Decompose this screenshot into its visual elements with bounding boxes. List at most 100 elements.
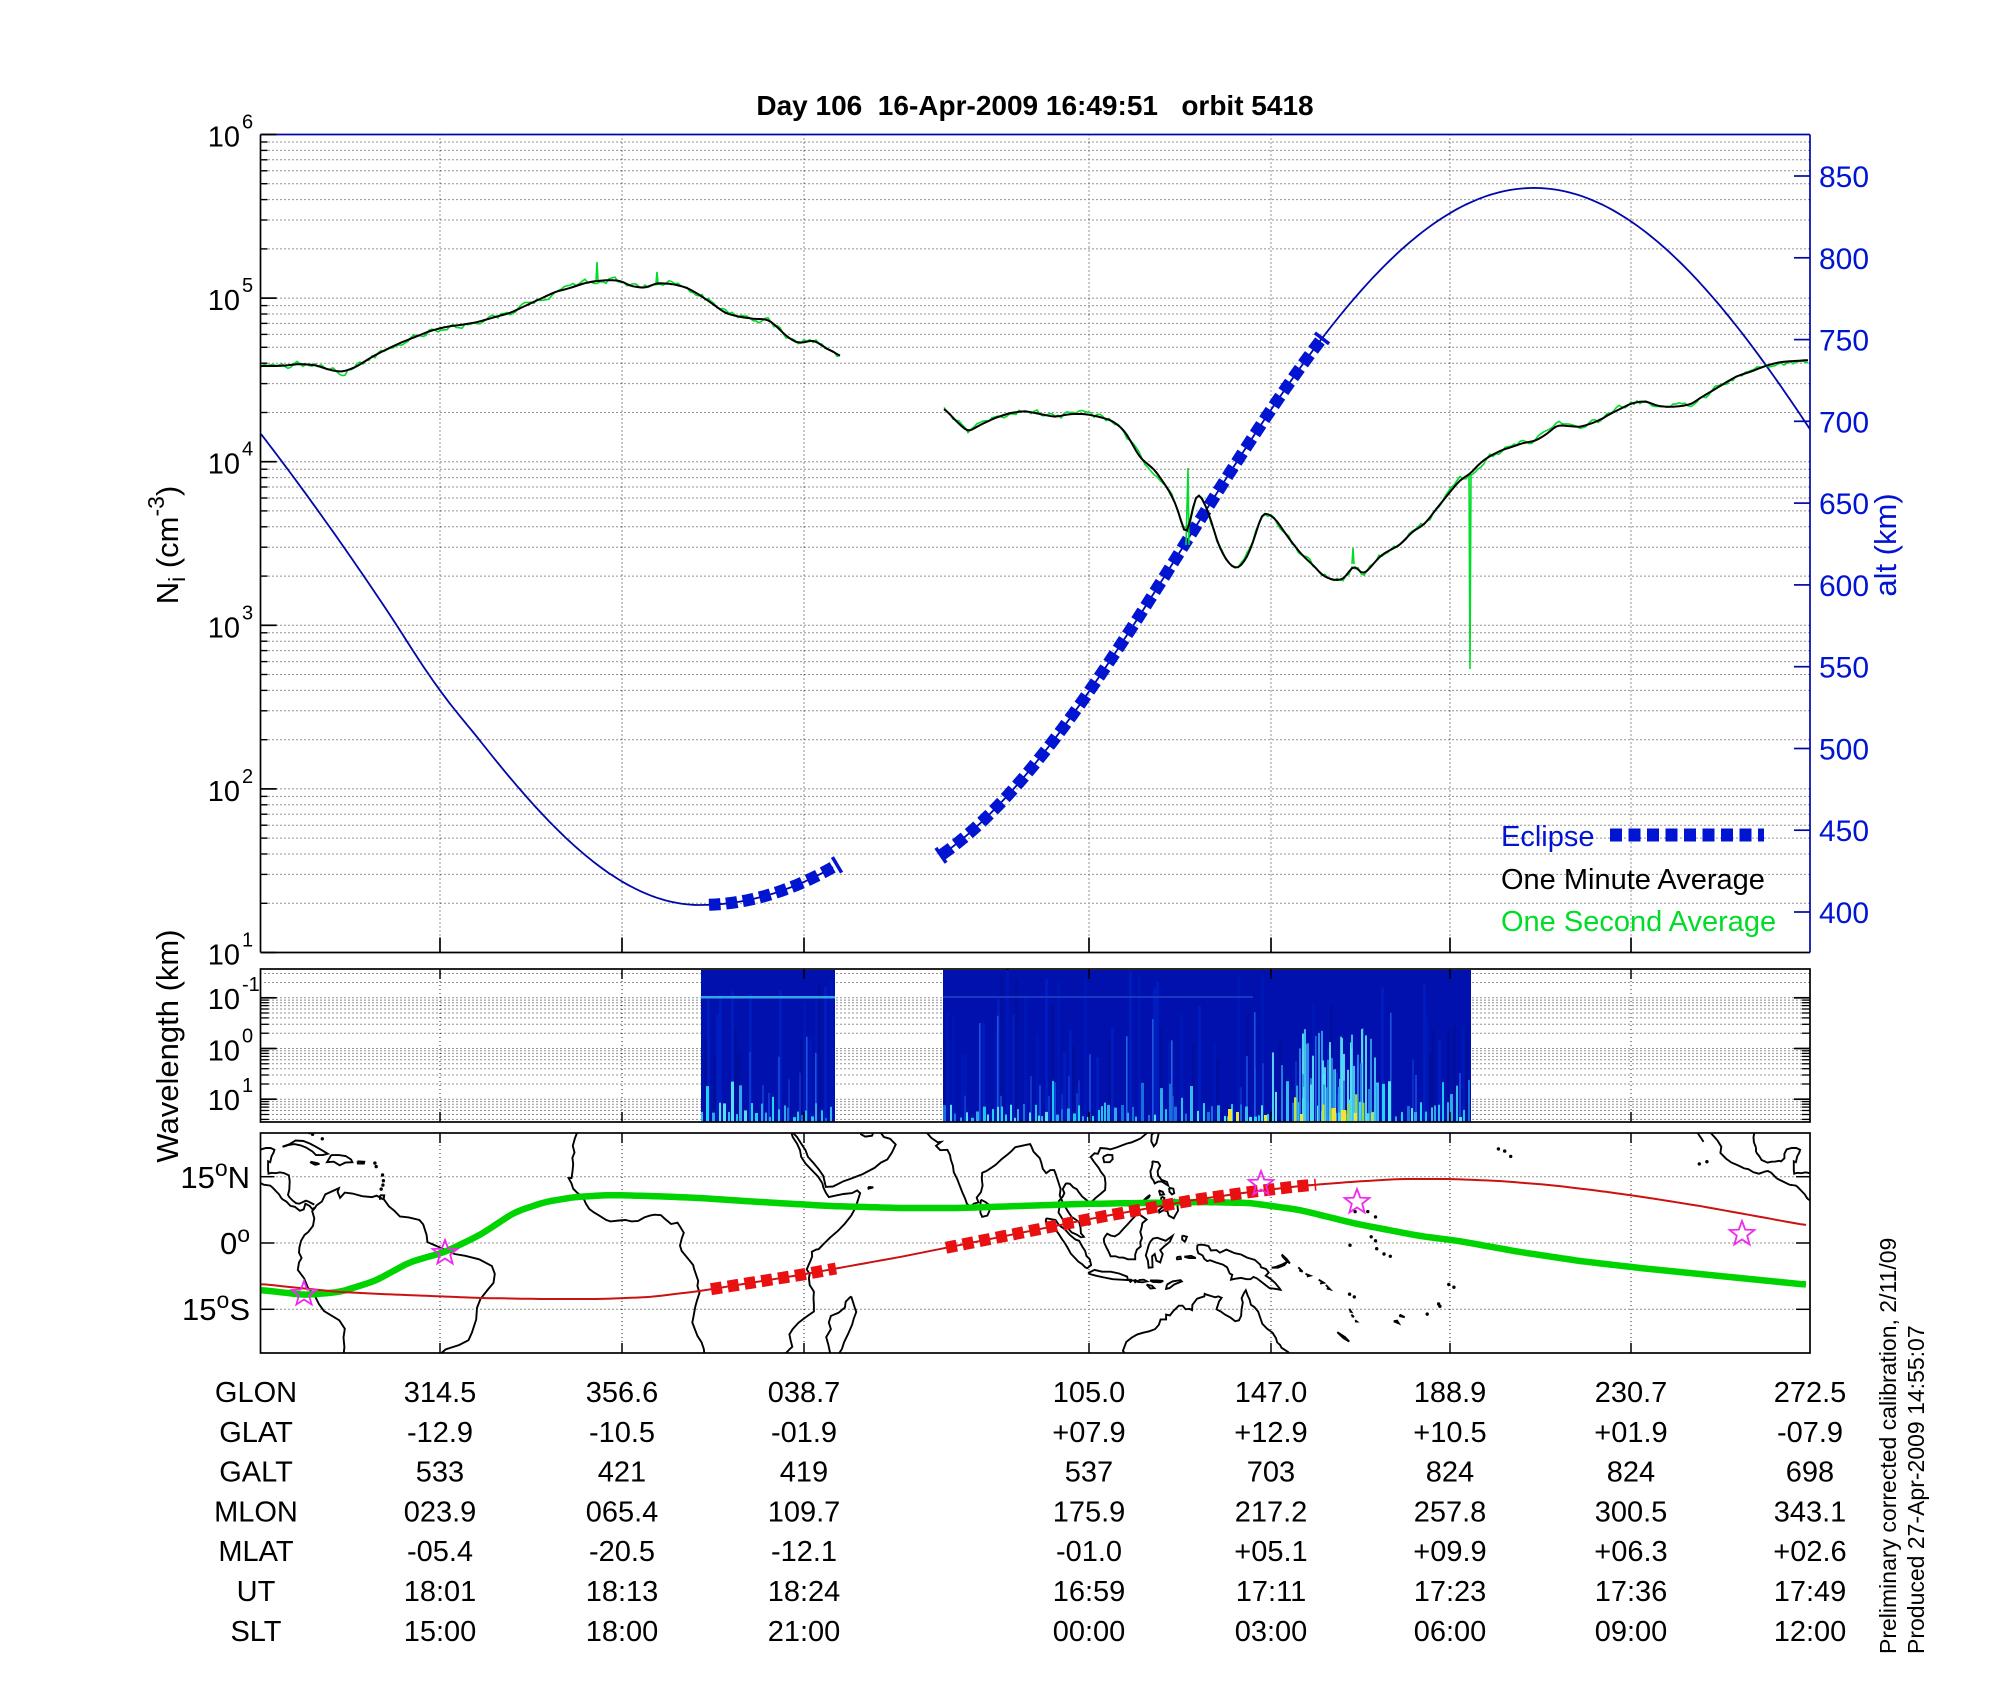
svg-text:188.9: 188.9 [1414, 1377, 1487, 1409]
svg-text:-01.9: -01.9 [771, 1417, 837, 1449]
svg-text:824: 824 [1426, 1457, 1474, 1489]
svg-text:038.7: 038.7 [768, 1377, 841, 1409]
svg-text:5: 5 [242, 275, 253, 297]
svg-text:SLT: SLT [230, 1616, 281, 1648]
svg-text:UT: UT [237, 1576, 276, 1608]
svg-text:+05.1: +05.1 [1234, 1536, 1307, 1568]
svg-text:15:00: 15:00 [404, 1616, 477, 1648]
svg-text:+06.3: +06.3 [1594, 1536, 1667, 1568]
svg-text:Preliminary corrected calibrat: Preliminary corrected calibration, 2/11/… [1875, 1238, 1901, 1654]
svg-text:10: 10 [208, 776, 240, 808]
svg-text:105.0: 105.0 [1053, 1377, 1126, 1409]
svg-text:03:00: 03:00 [1235, 1616, 1308, 1648]
svg-text:800: 800 [1819, 243, 1869, 276]
svg-text:17:36: 17:36 [1595, 1576, 1668, 1608]
svg-text:023.9: 023.9 [404, 1496, 477, 1528]
svg-text:alt (km): alt (km) [1868, 493, 1903, 596]
svg-text:Wavelength (km): Wavelength (km) [150, 929, 185, 1162]
svg-text:2: 2 [242, 766, 253, 788]
svg-text:450: 450 [1819, 815, 1869, 848]
svg-text:18:00: 18:00 [586, 1616, 659, 1648]
svg-text:-05.4: -05.4 [407, 1536, 473, 1568]
svg-text:GLAT: GLAT [219, 1417, 293, 1449]
svg-text:10: 10 [208, 940, 240, 972]
svg-text:Ni (cm-3): Ni (cm-3) [143, 486, 190, 605]
svg-text:065.4: 065.4 [586, 1496, 659, 1528]
svg-text:06:00: 06:00 [1414, 1616, 1487, 1648]
svg-text:+02.6: +02.6 [1773, 1536, 1846, 1568]
svg-text:One Minute Average: One Minute Average [1501, 864, 1765, 896]
svg-text:10: 10 [208, 122, 240, 154]
svg-text:-07.9: -07.9 [1777, 1417, 1843, 1449]
svg-text:147.0: 147.0 [1235, 1377, 1308, 1409]
svg-text:314.5: 314.5 [404, 1377, 477, 1409]
svg-text:419: 419 [780, 1457, 828, 1489]
svg-text:600: 600 [1819, 570, 1869, 603]
svg-text:300.5: 300.5 [1595, 1496, 1668, 1528]
svg-text:MLAT: MLAT [218, 1536, 293, 1568]
svg-text:MLON: MLON [214, 1496, 298, 1528]
svg-text:+09.9: +09.9 [1413, 1536, 1486, 1568]
svg-text:1: 1 [242, 930, 253, 952]
svg-text:700: 700 [1819, 406, 1869, 439]
svg-text:750: 750 [1819, 325, 1869, 358]
svg-text:272.5: 272.5 [1774, 1377, 1847, 1409]
svg-text:400: 400 [1819, 897, 1869, 930]
svg-text:3: 3 [242, 602, 253, 624]
svg-text:217.2: 217.2 [1235, 1496, 1308, 1528]
svg-text:21:00: 21:00 [768, 1616, 841, 1648]
svg-text:Produced 27-Apr-2009 14:55:07: Produced 27-Apr-2009 14:55:07 [1903, 1325, 1929, 1654]
svg-text:GALT: GALT [219, 1457, 293, 1489]
svg-text:-12.9: -12.9 [407, 1417, 473, 1449]
svg-text:-20.5: -20.5 [589, 1536, 655, 1568]
svg-text:+07.9: +07.9 [1052, 1417, 1125, 1449]
svg-text:-12.1: -12.1 [771, 1536, 837, 1568]
svg-text:18:24: 18:24 [768, 1576, 841, 1608]
svg-text:10: 10 [208, 984, 240, 1016]
svg-text:17:23: 17:23 [1414, 1576, 1487, 1608]
svg-text:703: 703 [1247, 1457, 1295, 1489]
svg-text:17:49: 17:49 [1774, 1576, 1847, 1608]
svg-text:Day 106 16-Apr-2009 16:49:51: Day 106 16-Apr-2009 16:49:51 orbit 5418 [756, 90, 1313, 121]
svg-text:500: 500 [1819, 734, 1869, 767]
svg-text:10: 10 [208, 1085, 240, 1117]
svg-text:+10.5: +10.5 [1413, 1417, 1486, 1449]
svg-text:+01.9: +01.9 [1594, 1417, 1667, 1449]
svg-text:16:59: 16:59 [1053, 1576, 1126, 1608]
svg-text:824: 824 [1607, 1457, 1655, 1489]
svg-text:850: 850 [1819, 161, 1869, 194]
svg-text:533: 533 [416, 1457, 464, 1489]
svg-text:0: 0 [242, 1026, 253, 1048]
svg-text:537: 537 [1065, 1457, 1113, 1489]
svg-text:12:00: 12:00 [1774, 1616, 1847, 1648]
svg-text:10: 10 [208, 612, 240, 644]
svg-text:GLON: GLON [215, 1377, 297, 1409]
svg-text:-01.0: -01.0 [1056, 1536, 1122, 1568]
svg-text:10: 10 [208, 449, 240, 481]
svg-text:10: 10 [208, 1036, 240, 1068]
svg-text:650: 650 [1819, 488, 1869, 521]
svg-text:18:13: 18:13 [586, 1576, 659, 1608]
svg-text:00:00: 00:00 [1053, 1616, 1126, 1648]
svg-text:230.7: 230.7 [1595, 1377, 1668, 1409]
svg-text:Eclipse: Eclipse [1501, 821, 1595, 853]
svg-text:550: 550 [1819, 652, 1869, 685]
svg-text:6: 6 [242, 112, 253, 134]
svg-text:17:11: 17:11 [1236, 1576, 1306, 1608]
svg-text:10: 10 [208, 285, 240, 317]
svg-text:-10.5: -10.5 [589, 1417, 655, 1449]
svg-text:175.9: 175.9 [1053, 1496, 1126, 1528]
svg-text:One Second Average: One Second Average [1501, 906, 1776, 938]
svg-text:09:00: 09:00 [1595, 1616, 1668, 1648]
svg-text:4: 4 [242, 439, 253, 461]
svg-text:+12.9: +12.9 [1234, 1417, 1307, 1449]
svg-text:257.8: 257.8 [1414, 1496, 1487, 1528]
svg-text:421: 421 [598, 1457, 646, 1489]
svg-text:-1: -1 [242, 974, 260, 996]
svg-text:109.7: 109.7 [768, 1496, 841, 1528]
svg-text:698: 698 [1786, 1457, 1834, 1489]
svg-text:18:01: 18:01 [404, 1576, 477, 1608]
svg-text:343.1: 343.1 [1774, 1496, 1847, 1528]
svg-text:15oS: 15oS [182, 1287, 250, 1327]
svg-text:356.6: 356.6 [586, 1377, 659, 1409]
